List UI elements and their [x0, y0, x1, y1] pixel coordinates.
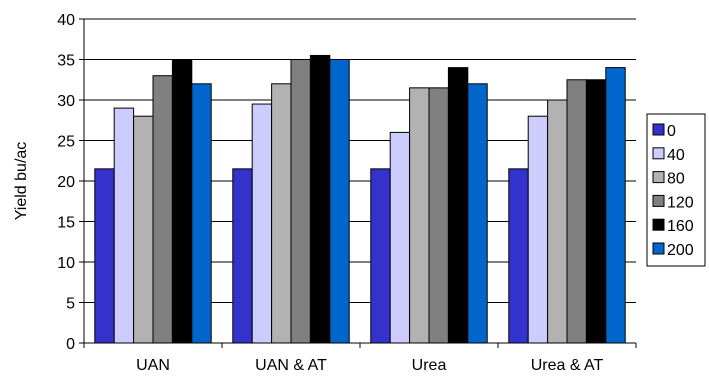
legend-label-0: 0	[667, 123, 676, 140]
legend-swatch-120	[652, 194, 665, 207]
bar-urea-160	[447, 67, 469, 344]
legend-swatch-80	[652, 171, 665, 184]
legend-swatch-160	[652, 218, 665, 231]
legend: 0 40 80 120 160 200	[646, 113, 706, 267]
y-axis-title: Yield bu/ac	[13, 142, 30, 221]
y-tick-label: 10	[57, 255, 75, 272]
y-tick-labels: 0 5 10 15 20 25 30 35 40	[57, 12, 75, 353]
legend-label-120: 120	[667, 194, 694, 211]
x-category-label: Urea	[412, 357, 447, 374]
bar-uan-40	[113, 107, 135, 344]
bar-urea-120	[428, 87, 449, 344]
bars	[94, 54, 626, 344]
bar-uan-at-80	[271, 83, 292, 344]
x-category-label: UAN & AT	[255, 357, 327, 374]
y-tick-label: 40	[57, 12, 75, 29]
bar-uan-at-0	[232, 168, 253, 344]
bar-uan-0	[94, 168, 115, 344]
bar-uan-80	[133, 115, 154, 344]
bar-uan-at-40	[251, 103, 273, 344]
bar-urea-80	[409, 87, 430, 344]
y-tick-label: 5	[66, 296, 75, 313]
bar-uan-160	[171, 59, 193, 344]
bar-uan-200	[191, 83, 212, 344]
bar-uan-at-120	[290, 59, 311, 344]
legend-label-40: 40	[667, 147, 685, 164]
x-category-labels: UAN UAN & AT Urea Urea & AT	[136, 357, 603, 374]
legend-swatch-40	[652, 147, 665, 160]
legend-label-160: 160	[667, 218, 694, 235]
bar-urea-at-40	[527, 115, 549, 344]
legend-swatch-0	[652, 123, 665, 136]
y-tick-label: 20	[57, 174, 75, 191]
legend-box	[646, 113, 706, 267]
legend-label-200: 200	[667, 242, 694, 259]
bar-urea-40	[389, 131, 411, 344]
bar-uan-at-200	[329, 59, 350, 344]
y-tick-label: 15	[57, 215, 75, 232]
bar-urea-at-80	[547, 99, 568, 344]
y-tick-label: 25	[57, 134, 75, 151]
x-category-label: Urea & AT	[531, 357, 604, 374]
legend-swatch-200	[652, 242, 665, 255]
bar-urea-0	[370, 168, 391, 344]
x-category-label: UAN	[136, 357, 170, 374]
bar-uan-at-160	[309, 54, 331, 344]
y-tick-label: 30	[57, 93, 75, 110]
y-tick-label: 0	[66, 336, 75, 353]
y-tick-label: 35	[57, 53, 75, 70]
bar-urea-at-200	[605, 67, 626, 344]
bar-urea-at-160	[585, 79, 607, 344]
bar-urea-at-120	[566, 79, 587, 344]
bar-urea-at-0	[508, 168, 529, 344]
legend-label-80: 80	[667, 171, 685, 188]
bar-urea-200	[467, 83, 488, 344]
bar-uan-120	[152, 75, 173, 344]
